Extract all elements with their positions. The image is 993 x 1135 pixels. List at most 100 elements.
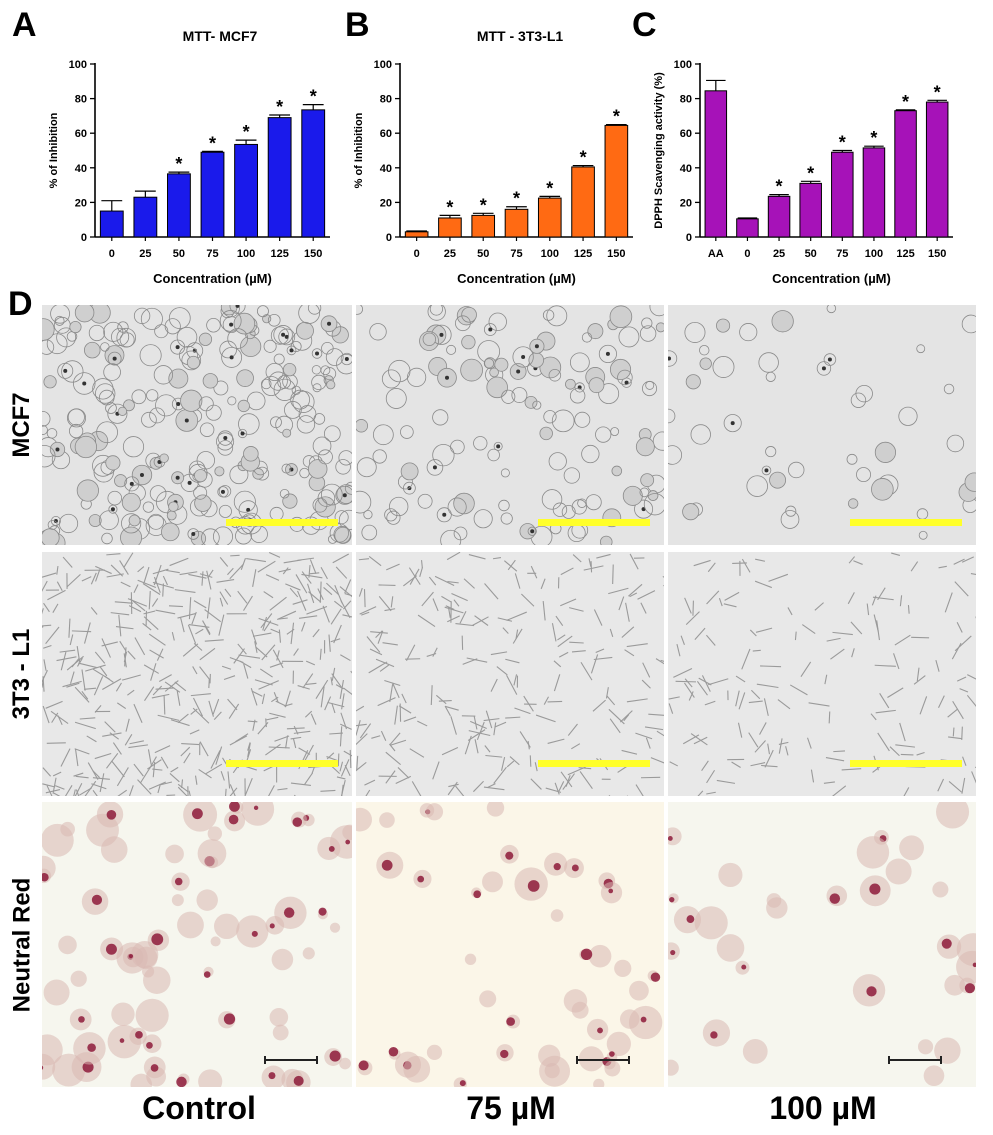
bar-150 bbox=[604, 124, 629, 238]
x-tick-label: 0 bbox=[414, 248, 420, 260]
bar-75 bbox=[504, 208, 529, 238]
significance-mark: * bbox=[902, 92, 909, 112]
bar-0 bbox=[404, 231, 429, 238]
y-tick-label: 0 bbox=[386, 232, 392, 244]
x-tick-label: 25 bbox=[139, 248, 151, 260]
x-tick-label: 75 bbox=[510, 248, 522, 260]
micrograph-3t3-l1-100um bbox=[668, 552, 976, 796]
chart-mcf7: MTT- MCF7 0 20 40 60 80 100 % of Inhibition Conc… bbox=[48, 28, 330, 286]
scale-bar bbox=[576, 1056, 630, 1064]
significance-mark: * bbox=[513, 189, 520, 209]
x-tick-label: 100 bbox=[237, 248, 255, 260]
bar-25 bbox=[438, 217, 462, 238]
significance-mark: * bbox=[776, 177, 783, 197]
x-tick-label: 50 bbox=[173, 248, 185, 260]
bar-125 bbox=[267, 117, 292, 238]
x-axis-label: Concentration (µM) bbox=[457, 271, 576, 286]
bar-75 bbox=[200, 151, 225, 238]
scale-bar bbox=[226, 760, 338, 767]
scale-bar bbox=[264, 1056, 318, 1064]
significance-mark: * bbox=[209, 133, 216, 153]
y-tick-label: 0 bbox=[686, 232, 692, 244]
y-axis-label: DPPH Scavenging activity (%) bbox=[653, 72, 665, 229]
bar-150 bbox=[301, 109, 326, 238]
micrograph-3t3-l1-75um bbox=[356, 552, 664, 796]
y-tick-label: 60 bbox=[75, 128, 87, 140]
y-tick-label: 40 bbox=[380, 163, 392, 175]
x-tick-label: 0 bbox=[109, 248, 115, 260]
significance-mark: * bbox=[580, 148, 587, 168]
x-tick-label: 0 bbox=[744, 248, 750, 260]
y-tick-label: 20 bbox=[75, 197, 87, 209]
y-tick-label: 80 bbox=[680, 94, 692, 106]
significance-mark: * bbox=[839, 133, 846, 153]
bar-100 bbox=[234, 143, 258, 238]
scale-bar bbox=[888, 1056, 942, 1064]
chart-mtt-mcf7: MTT- MCF7 0 20 40 60 80 100 % of Inhibition Conc… bbox=[48, 28, 953, 286]
significance-mark: * bbox=[175, 154, 182, 174]
significance-mark: * bbox=[480, 195, 487, 215]
x-tick-label: 25 bbox=[444, 248, 456, 260]
bar-100 bbox=[537, 197, 562, 238]
x-tick-label: 100 bbox=[865, 248, 883, 260]
x-tick-label: 50 bbox=[805, 248, 817, 260]
y-tick-label: 60 bbox=[380, 128, 392, 140]
x-tick-label: 125 bbox=[574, 248, 592, 260]
row-label-3t3-l1: 3T3 - L1 bbox=[8, 628, 35, 720]
y-axis-label: % of Inhibition bbox=[48, 112, 60, 188]
significance-mark: * bbox=[870, 128, 877, 148]
x-tick-label: 125 bbox=[270, 248, 288, 260]
y-tick-label: 0 bbox=[81, 232, 87, 244]
significance-mark: * bbox=[613, 107, 620, 127]
column-label-75um: 75 µM bbox=[466, 1090, 556, 1126]
x-axis-label: Concentration (µM) bbox=[153, 271, 272, 286]
x-tick-label: 150 bbox=[607, 248, 625, 260]
scale-bar bbox=[850, 519, 962, 526]
y-tick-label: 80 bbox=[75, 94, 87, 106]
scale-bar bbox=[538, 519, 650, 526]
y-tick-label: 20 bbox=[680, 197, 692, 209]
bar-50 bbox=[471, 214, 496, 238]
chart-title: MTT - 3T3-L1 bbox=[477, 28, 564, 44]
x-tick-label: 50 bbox=[477, 248, 489, 260]
y-tick-label: 100 bbox=[69, 59, 87, 71]
significance-mark: * bbox=[276, 97, 283, 117]
micrograph-neutral-red-100um bbox=[668, 802, 976, 1087]
micrograph-3t3-l1-control bbox=[42, 552, 352, 796]
column-label-control: Control bbox=[142, 1090, 256, 1126]
significance-mark: * bbox=[446, 197, 453, 217]
panel-label-a: A bbox=[12, 6, 37, 44]
micrograph-mcf7-control bbox=[42, 305, 352, 545]
bar-125 bbox=[894, 110, 917, 238]
bar-0 bbox=[99, 210, 124, 238]
panel-label-b: B bbox=[345, 6, 370, 44]
significance-mark: * bbox=[546, 178, 553, 198]
y-tick-label: 100 bbox=[674, 59, 692, 71]
column-label-100um: 100 µM bbox=[769, 1090, 877, 1126]
bar-0 bbox=[736, 218, 759, 238]
significance-mark: * bbox=[807, 163, 814, 183]
micrograph-mcf7-75um bbox=[356, 305, 664, 545]
row-label-mcf7: MCF7 bbox=[8, 392, 35, 458]
bar-AA bbox=[704, 90, 728, 238]
bar-50 bbox=[167, 173, 191, 238]
chart-title: MTT- MCF7 bbox=[183, 28, 258, 44]
x-axis-label: Concentration (µM) bbox=[772, 271, 891, 286]
scale-bar bbox=[850, 760, 962, 767]
panel-label-d: D bbox=[8, 285, 33, 323]
significance-mark: * bbox=[934, 82, 941, 102]
x-tick-label: 25 bbox=[773, 248, 785, 260]
y-tick-label: 40 bbox=[75, 163, 87, 175]
chart-dpph: 0 20 40 60 80 100 DPPH Scavenging activity (%)… bbox=[653, 59, 953, 286]
y-tick-label: 100 bbox=[374, 59, 392, 71]
panel-label-c: C bbox=[632, 6, 657, 44]
x-tick-label: 150 bbox=[928, 248, 946, 260]
scale-bar bbox=[226, 519, 338, 526]
y-axis-label: % of Inhibition bbox=[353, 112, 365, 188]
significance-mark: * bbox=[310, 87, 317, 107]
x-tick-label: 125 bbox=[896, 248, 914, 260]
row-label-neutral-red: Neutral Red bbox=[8, 877, 35, 1012]
bar-50 bbox=[799, 182, 822, 238]
bar-125 bbox=[571, 166, 595, 238]
x-tick-label: 75 bbox=[206, 248, 218, 260]
